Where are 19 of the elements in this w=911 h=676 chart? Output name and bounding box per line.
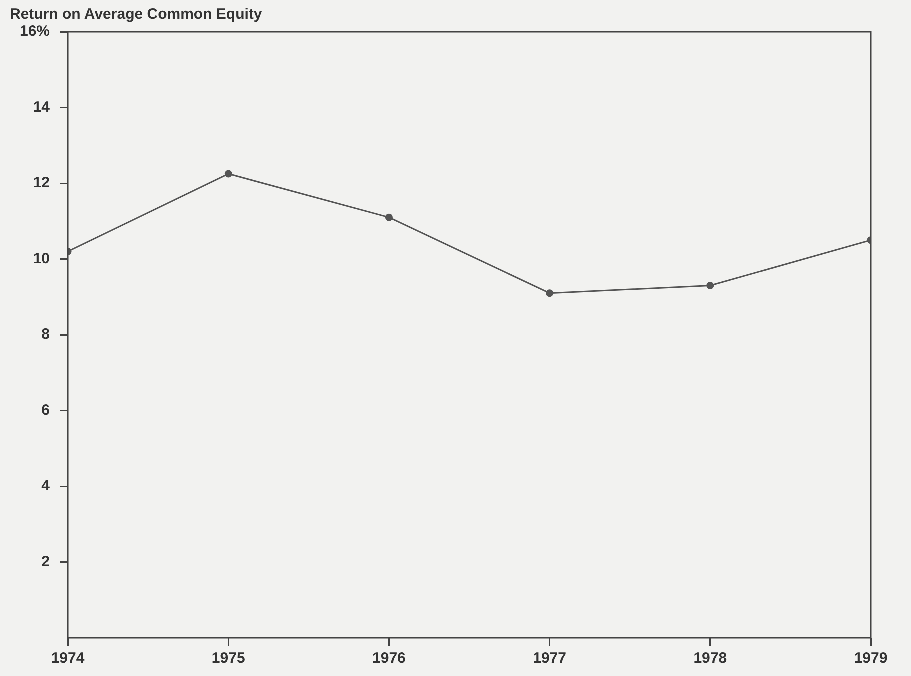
point (706, 282, 714, 290)
x-tick-label: 1979 (854, 650, 888, 668)
point (224, 170, 232, 178)
y-tick-label: 2 (42, 553, 50, 570)
y-tick-label: 4 (42, 478, 51, 495)
y-tick-label: 16% (20, 23, 50, 40)
x-tick-label: 1974 (51, 650, 86, 668)
point (385, 214, 393, 222)
x-tick-label: 1975 (212, 650, 246, 668)
x-tick-label: 1978 (694, 650, 728, 668)
y-tick-label: 14 (33, 98, 51, 116)
chart-title: Return on Average Common Equity (10, 6, 263, 24)
y-tick-label: 10 (33, 250, 50, 268)
point (546, 290, 554, 298)
x-tick-label: 1977 (533, 650, 566, 668)
y-tick-label: 6 (42, 402, 50, 419)
y-tick-label: 8 (42, 326, 50, 344)
x-tick-label: 1976 (372, 650, 406, 668)
y-tick-label: 12 (33, 174, 50, 192)
